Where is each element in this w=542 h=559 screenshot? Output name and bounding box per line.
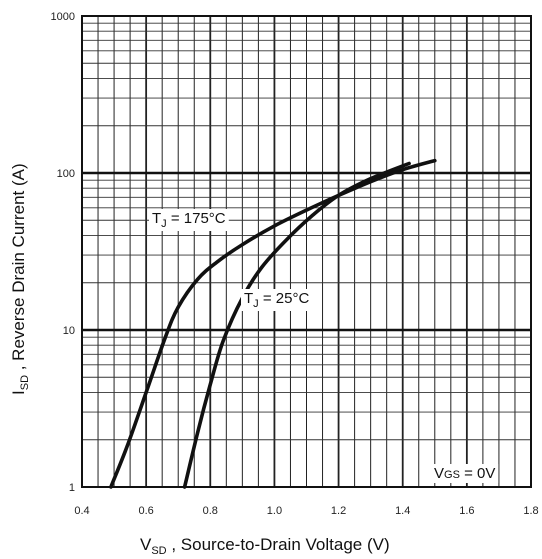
x-tick-label: 0.4 (74, 505, 89, 517)
tick-labels: 0.4 0.6 0.8 1.0 1.2 1.4 1.6 1.8 1 10 100 1000 (51, 11, 539, 517)
x-tick-label: 1.2 (331, 505, 346, 517)
x-tick-label: 1.8 (523, 505, 538, 517)
y-tick-label: 1000 (51, 11, 75, 23)
y-tick-label: 1 (69, 482, 75, 494)
plot-frame (81, 15, 532, 488)
y-tick-label: 100 (57, 168, 75, 180)
x-tick-label: 0.6 (138, 505, 153, 517)
label-background (431, 464, 499, 483)
x-tick-label: 1.0 (267, 505, 282, 517)
label-background (149, 209, 229, 231)
label-background (241, 289, 313, 311)
x-axis-label: VSD , Source-to-Drain Voltage (V) (140, 535, 390, 557)
series-lines (109, 158, 437, 489)
series-label-175c: TJ = 175°C (152, 210, 226, 230)
series-line-25c (182, 161, 411, 489)
x-tick-label: 1.6 (459, 505, 474, 517)
x-tick-label: 0.8 (203, 505, 218, 517)
grid (82, 16, 531, 487)
y-axis-label: ISD , Reverse Drain Current (A) (9, 163, 31, 395)
y-tick-label: 10 (63, 325, 75, 337)
series-label-25c: TJ = 25°C (244, 290, 309, 310)
series-line-175c (109, 158, 437, 489)
x-tick-label: 1.4 (395, 505, 410, 517)
vgs-annotation: VGS = 0V (434, 465, 495, 482)
